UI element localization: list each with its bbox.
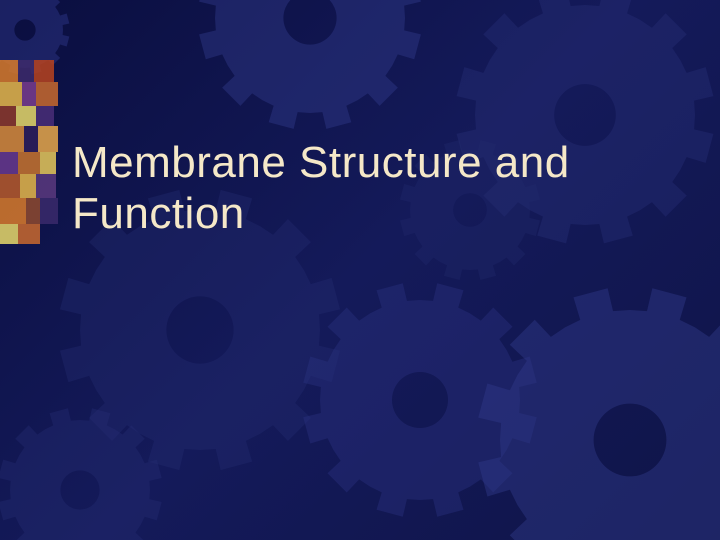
accent-tile	[36, 174, 56, 198]
accent-tile	[24, 126, 38, 152]
accent-tile	[36, 82, 58, 106]
accent-tile	[16, 106, 36, 126]
accent-tile	[18, 152, 40, 174]
accent-tile	[0, 224, 18, 244]
accent-tile	[0, 174, 20, 198]
accent-mosaic	[0, 60, 70, 275]
accent-tile	[26, 198, 40, 224]
slide-title: Membrane Structure and Function	[72, 138, 632, 239]
accent-tile	[0, 198, 26, 224]
accent-tile	[0, 126, 24, 152]
accent-tile	[40, 152, 56, 174]
slide: Membrane Structure and Function	[0, 0, 720, 540]
gear-decoration	[478, 288, 720, 540]
accent-tile	[22, 82, 36, 106]
accent-tile	[38, 126, 58, 152]
gear-decoration	[199, 0, 421, 129]
accent-tile	[0, 60, 18, 82]
accent-tile	[18, 224, 40, 244]
accent-tile	[36, 106, 54, 126]
gear-layer	[0, 0, 720, 540]
accent-tile	[34, 60, 54, 82]
accent-tile	[20, 174, 36, 198]
accent-tile	[0, 106, 16, 126]
accent-tile	[0, 82, 22, 106]
accent-tile	[0, 152, 18, 174]
accent-tile	[18, 60, 34, 82]
accent-tile	[40, 198, 58, 224]
